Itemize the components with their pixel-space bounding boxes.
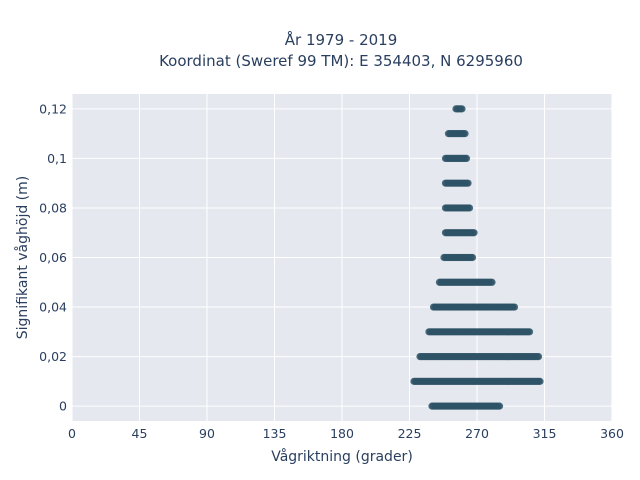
- x-tick-label: 315: [533, 426, 557, 441]
- data-point: [464, 179, 472, 187]
- x-tick-labels: 0 45 90 135 180 225 270 315 360: [68, 426, 624, 441]
- data-point: [465, 204, 474, 212]
- y-axis-title: Signifikant våghöjd (m): [14, 176, 31, 339]
- x-tick-label: 135: [263, 426, 287, 441]
- data-point: [534, 352, 543, 361]
- y-tick-label: 0,06: [39, 250, 67, 265]
- data-point: [536, 377, 544, 385]
- x-tick-label: 270: [465, 426, 489, 441]
- y-tick-label: 0,02: [39, 349, 67, 364]
- data-point: [495, 402, 504, 410]
- y-tick-label: 0,08: [39, 200, 67, 215]
- y-tick-label: 0,1: [47, 151, 67, 166]
- data-points: [410, 105, 544, 410]
- chart-title-line-1: År 1979 - 2019: [285, 30, 398, 49]
- data-point: [525, 328, 534, 336]
- data-point: [458, 105, 466, 113]
- x-tick-label: 0: [68, 426, 76, 441]
- x-tick-label: 90: [199, 426, 215, 441]
- data-point: [488, 278, 496, 286]
- x-tick-label: 180: [330, 426, 354, 441]
- data-point: [470, 229, 478, 237]
- data-point: [468, 253, 477, 262]
- x-tick-label: 225: [398, 426, 422, 441]
- y-tick-label: 0,12: [39, 101, 67, 116]
- x-axis-title: Vågriktning (grader): [271, 448, 413, 465]
- chart-title: År 1979 - 2019 Koordinat (Sweref 99 TM):…: [159, 30, 523, 70]
- x-tick-label: 45: [132, 426, 148, 441]
- y-tick-label: 0: [59, 399, 67, 414]
- data-point: [461, 130, 469, 138]
- data-point: [462, 154, 471, 163]
- chart-title-line-2: Koordinat (Sweref 99 TM): E 354403, N 62…: [159, 52, 523, 70]
- data-point: [510, 303, 519, 311]
- y-tick-labels: 0 0,02 0,04 0,06 0,08 0,1 0,12: [39, 101, 67, 413]
- y-tick-label: 0,04: [39, 300, 67, 315]
- x-tick-label: 360: [600, 426, 624, 441]
